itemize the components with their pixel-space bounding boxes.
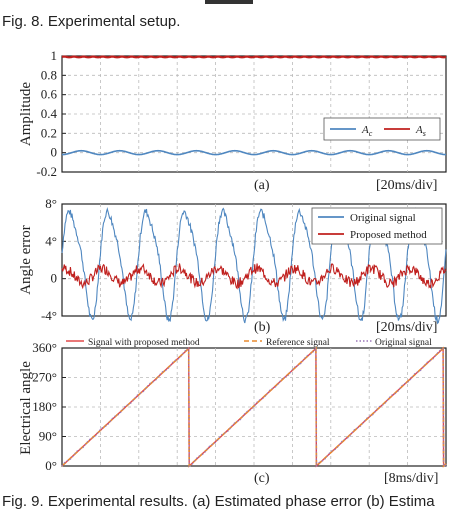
series-line-reference	[61, 346, 447, 468]
panel-b: 8° 4° 0 -4° Angle error Original signal Pro…	[18, 196, 447, 335]
legend-label-original-c: Original signal	[375, 338, 432, 348]
panel-a-tag: (a)	[254, 178, 270, 193]
panel-c-ylabel: Electrical angle	[18, 361, 34, 455]
y-tick-label: 0	[51, 271, 58, 286]
legend-label-ac: Ac	[361, 124, 373, 138]
legend-label-reference: Reference signal	[266, 337, 330, 348]
y-tick-label: 180°	[32, 399, 57, 414]
panel-a: 1 0.8 0.6 0.4 0.2 0 -0.2 Amplitude Ac As (a) […	[18, 48, 447, 193]
y-tick-label: 0	[51, 145, 58, 160]
panel-a-timescale: [20ms/div]	[376, 178, 437, 193]
y-tick-label: 270°	[32, 370, 57, 385]
y-tick-label: 90°	[39, 429, 57, 444]
series-line-a-c	[62, 149, 446, 156]
series-line-a-s	[61, 55, 447, 59]
caption-bottom: Fig. 9. Experimental results. (a) Estima…	[2, 493, 435, 510]
y-tick-label: 0.8	[41, 67, 57, 82]
y-tick-label: 0°	[45, 458, 57, 473]
y-tick-label: 4°	[45, 233, 57, 248]
y-tick-label: -4°	[41, 308, 57, 323]
setup-photo-fragment	[205, 0, 253, 4]
y-tick-label: 0.6	[41, 87, 58, 102]
y-tick-label: 360°	[32, 340, 57, 355]
y-tick-label: 1	[51, 48, 58, 63]
legend-label-signal-proposed: Signal with proposed method	[88, 338, 200, 348]
panel-c: 360° 270° 180° 90° 0° Electrical angle Signa…	[18, 337, 447, 486]
legend-label-as: As	[415, 124, 426, 138]
panel-c-timescale: [8ms/div]	[384, 471, 438, 486]
legend-label-proposed: Proposed method	[350, 229, 427, 241]
y-tick-label: -0.2	[36, 164, 57, 179]
y-tick-label: 0.4	[41, 106, 58, 121]
caption-top: Fig. 8. Experimental setup.	[2, 13, 180, 30]
series-line-proposed-method	[61, 263, 447, 290]
panel-b-legend-box	[311, 207, 443, 245]
panel-c-tag: (c)	[254, 471, 270, 486]
panel-b-tag: (b)	[254, 320, 271, 335]
legend-label-original: Original signal	[350, 212, 416, 224]
panel-a-ylabel: Amplitude	[18, 82, 34, 147]
y-tick-label: 8°	[45, 196, 57, 211]
series-line-original-c	[61, 346, 447, 468]
panel-b-timescale: [20ms/div]	[376, 320, 437, 335]
y-tick-label: 0.2	[41, 125, 57, 140]
panel-b-ylabel: Angle error	[18, 225, 34, 295]
panel-a-legend-box	[323, 117, 441, 141]
